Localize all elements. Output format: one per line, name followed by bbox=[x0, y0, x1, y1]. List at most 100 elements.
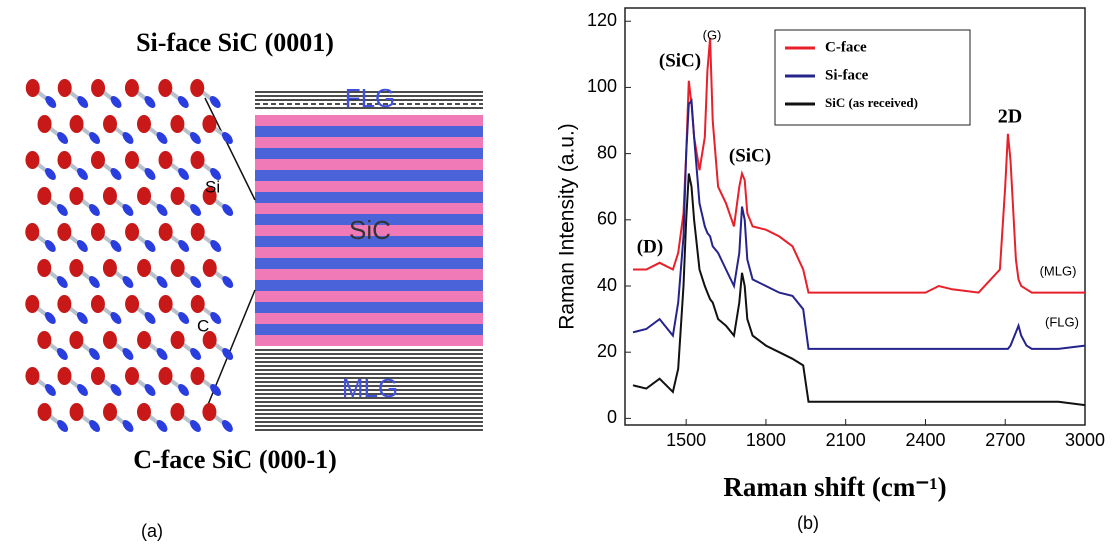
y-axis-label: Raman Intensity (a.u.) bbox=[556, 123, 579, 330]
c-atom bbox=[202, 259, 217, 277]
panel-label: (a) bbox=[141, 521, 163, 541]
c-atom bbox=[202, 187, 217, 205]
c-atom bbox=[37, 331, 52, 349]
c-atom bbox=[136, 403, 151, 421]
c-atom bbox=[170, 259, 185, 277]
sic-layer bbox=[255, 291, 483, 302]
si-atom bbox=[144, 168, 156, 180]
si-atom bbox=[88, 276, 100, 288]
annotation: (FLG) bbox=[1045, 314, 1079, 329]
c-atom bbox=[25, 223, 40, 241]
sic-layer bbox=[255, 192, 483, 203]
si-atom bbox=[210, 384, 221, 396]
si-atom bbox=[89, 132, 101, 144]
c-atom bbox=[170, 115, 185, 133]
x-tick-label: 2100 bbox=[826, 430, 866, 450]
c-atom bbox=[69, 259, 84, 277]
si-atom bbox=[156, 348, 168, 360]
si-atom bbox=[57, 420, 69, 432]
atom-label: Si bbox=[205, 177, 220, 196]
c-atom bbox=[158, 151, 173, 169]
c-atom bbox=[90, 151, 105, 169]
c-atom bbox=[102, 187, 117, 205]
si-atom bbox=[45, 96, 57, 108]
c-atom bbox=[137, 331, 152, 349]
si-atom bbox=[177, 96, 189, 108]
series-line bbox=[633, 37, 1085, 294]
c-atom bbox=[158, 367, 173, 385]
x-axis-label: Raman shift (cm⁻¹) bbox=[723, 472, 946, 502]
sic-layer bbox=[255, 115, 483, 126]
sic-layer bbox=[255, 159, 483, 170]
c-atom bbox=[102, 331, 117, 349]
top-label: Si-face SiC (0001) bbox=[136, 28, 334, 57]
y-tick-label: 100 bbox=[587, 76, 617, 96]
si-atom bbox=[178, 240, 190, 252]
legend-label: Si-face bbox=[825, 67, 869, 83]
c-atom bbox=[57, 295, 72, 313]
si-atom bbox=[156, 204, 168, 216]
si-atom bbox=[56, 348, 68, 360]
layer-label: MLG bbox=[342, 373, 398, 403]
c-atom bbox=[202, 403, 217, 421]
c-atom bbox=[25, 295, 40, 313]
y-tick-label: 0 bbox=[607, 407, 617, 427]
series-line bbox=[632, 173, 1086, 407]
c-atom bbox=[90, 223, 105, 241]
sic-layer bbox=[255, 214, 483, 225]
c-atom bbox=[57, 79, 72, 97]
c-atom bbox=[137, 259, 152, 277]
si-atom bbox=[45, 384, 56, 396]
c-atom bbox=[103, 403, 118, 421]
si-atom bbox=[178, 168, 189, 180]
y-tick-label: 20 bbox=[597, 341, 617, 361]
c-atom bbox=[170, 331, 185, 349]
c-atom bbox=[90, 295, 105, 313]
annotation: (MLG) bbox=[1040, 263, 1077, 278]
c-atom bbox=[158, 79, 173, 97]
si-atom bbox=[57, 132, 69, 144]
c-atom bbox=[25, 367, 40, 385]
c-atom bbox=[37, 115, 52, 133]
chart: 0 20 40 60 80 100 120 1500 1800 2100 2400 2700 3000 R… bbox=[556, 7, 1105, 502]
sic-layer bbox=[255, 313, 483, 324]
sic-layer bbox=[255, 225, 483, 236]
c-atom bbox=[202, 331, 217, 349]
sic-layer bbox=[255, 126, 483, 137]
sic-layer bbox=[255, 324, 483, 335]
layer-label: SiC bbox=[349, 215, 391, 245]
c-atom bbox=[125, 367, 140, 385]
c-atom bbox=[125, 223, 140, 241]
si-atom bbox=[156, 132, 168, 144]
y-tick-label: 40 bbox=[597, 275, 617, 295]
si-atom bbox=[110, 384, 122, 396]
zoom-line bbox=[204, 97, 256, 201]
si-atom bbox=[122, 204, 134, 216]
bottom-label: C-face SiC (000-1) bbox=[133, 445, 337, 474]
c-atom bbox=[37, 403, 52, 421]
sic-layer bbox=[255, 269, 483, 280]
si-atom bbox=[144, 240, 156, 252]
c-atom bbox=[170, 187, 185, 205]
si-atom bbox=[222, 204, 234, 216]
c-atom bbox=[158, 295, 173, 313]
x-tick-label: 2700 bbox=[985, 430, 1025, 450]
c-atom bbox=[57, 367, 72, 385]
si-atom bbox=[76, 312, 88, 324]
c-atom bbox=[37, 259, 52, 277]
si-atom bbox=[210, 312, 222, 324]
c-atom bbox=[102, 259, 117, 277]
si-atom bbox=[221, 420, 233, 432]
c-atom bbox=[37, 187, 52, 205]
si-atom bbox=[110, 96, 122, 108]
x-tick-label: 2400 bbox=[905, 430, 945, 450]
y-tick-label: 80 bbox=[597, 142, 617, 162]
x-tick-label: 1800 bbox=[746, 430, 786, 450]
c-atom bbox=[202, 115, 217, 133]
c-atom bbox=[190, 79, 205, 97]
si-atom bbox=[122, 420, 134, 432]
si-atom bbox=[77, 384, 88, 396]
si-atom bbox=[156, 276, 168, 288]
si-atom bbox=[44, 240, 56, 252]
c-atom bbox=[190, 151, 205, 169]
